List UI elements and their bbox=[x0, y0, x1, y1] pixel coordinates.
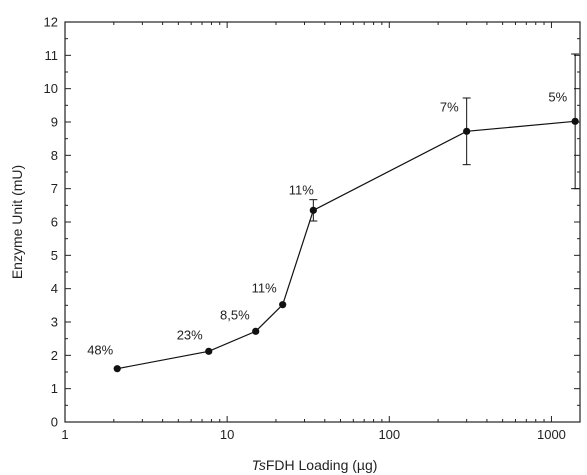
data-label: 5% bbox=[548, 89, 567, 104]
x-tick-label: 100 bbox=[378, 427, 400, 442]
data-label: 11% bbox=[252, 281, 277, 296]
x-axis-title-rest: FDH Loading (µg) bbox=[266, 457, 378, 473]
y-tick-label: 3 bbox=[51, 315, 58, 330]
y-tick-label: 12 bbox=[44, 15, 58, 30]
y-tick-label: 6 bbox=[51, 215, 58, 230]
y-tick-label: 2 bbox=[51, 348, 58, 363]
data-label: 7% bbox=[440, 99, 459, 114]
x-axis-title: TsFDH Loading (µg) bbox=[252, 457, 378, 473]
y-tick-label: 4 bbox=[51, 281, 58, 296]
x-axis-title-italic: Ts bbox=[252, 457, 266, 473]
y-axis-title: Enzyme Unit (mU) bbox=[9, 165, 25, 279]
x-tick-label: 1000 bbox=[537, 427, 566, 442]
x-tick-label: 1 bbox=[61, 427, 68, 442]
y-tick-label: 8 bbox=[51, 148, 58, 163]
data-point bbox=[113, 365, 121, 373]
plot-frame bbox=[64, 21, 581, 423]
data-point bbox=[571, 117, 579, 125]
y-tick-label: 10 bbox=[44, 81, 58, 96]
data-point bbox=[252, 327, 260, 335]
data-point bbox=[205, 347, 213, 355]
data-label: 48% bbox=[87, 343, 113, 358]
data-series bbox=[113, 53, 580, 373]
y-tick-label: 7 bbox=[51, 181, 58, 196]
data-label: 11% bbox=[289, 183, 314, 198]
data-label: 23% bbox=[177, 327, 203, 342]
y-tick-label: 5 bbox=[51, 248, 58, 263]
y-tick-label: 9 bbox=[51, 115, 58, 130]
data-label: 8,5% bbox=[220, 307, 250, 322]
y-tick-label: 11 bbox=[45, 48, 59, 63]
data-point bbox=[463, 127, 471, 135]
y-tick-label: 1 bbox=[51, 381, 58, 396]
data-labels: 48%23%8,5%11%11%7%5% bbox=[87, 89, 567, 357]
data-point bbox=[309, 206, 317, 214]
data-point bbox=[279, 301, 287, 309]
y-tick-label: 0 bbox=[51, 415, 58, 430]
x-tick-label: 10 bbox=[220, 427, 234, 442]
